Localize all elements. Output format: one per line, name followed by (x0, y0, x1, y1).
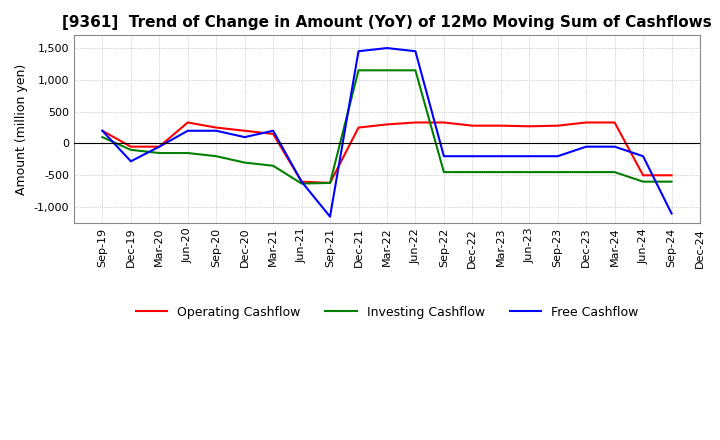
Operating Cashflow (611, 120, 619, 125)
Investing Cashflow (297, 181, 306, 186)
Operating Cashflow (582, 120, 590, 125)
Investing Cashflow (525, 169, 534, 175)
Operating Cashflow (411, 120, 420, 125)
Investing Cashflow (184, 150, 192, 156)
Investing Cashflow (269, 163, 277, 169)
Investing Cashflow (611, 169, 619, 175)
Free Cashflow (240, 135, 249, 140)
Free Cashflow (184, 128, 192, 133)
Line: Operating Cashflow: Operating Cashflow (102, 122, 672, 183)
Line: Free Cashflow: Free Cashflow (102, 48, 672, 216)
Operating Cashflow (525, 124, 534, 129)
Free Cashflow (297, 179, 306, 184)
Free Cashflow (554, 154, 562, 159)
Operating Cashflow (497, 123, 505, 128)
Free Cashflow (582, 144, 590, 149)
Investing Cashflow (411, 68, 420, 73)
Legend: Operating Cashflow, Investing Cashflow, Free Cashflow: Operating Cashflow, Investing Cashflow, … (130, 301, 643, 323)
Free Cashflow (325, 214, 334, 219)
Free Cashflow (497, 154, 505, 159)
Investing Cashflow (667, 179, 676, 184)
Investing Cashflow (325, 180, 334, 186)
Free Cashflow (212, 128, 220, 133)
Investing Cashflow (155, 150, 163, 156)
Operating Cashflow (667, 172, 676, 178)
Free Cashflow (439, 154, 448, 159)
Title: [9361]  Trend of Change in Amount (YoY) of 12Mo Moving Sum of Cashflows: [9361] Trend of Change in Amount (YoY) o… (62, 15, 712, 30)
Operating Cashflow (212, 125, 220, 130)
Operating Cashflow (98, 128, 107, 133)
Operating Cashflow (439, 120, 448, 125)
Investing Cashflow (639, 179, 647, 184)
Investing Cashflow (212, 154, 220, 159)
Free Cashflow (155, 144, 163, 149)
Investing Cashflow (468, 169, 477, 175)
Operating Cashflow (354, 125, 363, 130)
Investing Cashflow (582, 169, 590, 175)
Free Cashflow (639, 154, 647, 159)
Operating Cashflow (269, 131, 277, 136)
Investing Cashflow (382, 68, 391, 73)
Investing Cashflow (554, 169, 562, 175)
Investing Cashflow (497, 169, 505, 175)
Y-axis label: Amount (million yen): Amount (million yen) (15, 63, 28, 195)
Investing Cashflow (439, 169, 448, 175)
Investing Cashflow (354, 68, 363, 73)
Free Cashflow (382, 45, 391, 51)
Operating Cashflow (554, 123, 562, 128)
Investing Cashflow (127, 147, 135, 153)
Free Cashflow (411, 48, 420, 54)
Operating Cashflow (325, 180, 334, 186)
Free Cashflow (354, 48, 363, 54)
Free Cashflow (667, 211, 676, 216)
Operating Cashflow (297, 179, 306, 184)
Free Cashflow (611, 144, 619, 149)
Operating Cashflow (155, 144, 163, 149)
Free Cashflow (98, 128, 107, 133)
Line: Investing Cashflow: Investing Cashflow (102, 70, 672, 183)
Free Cashflow (468, 154, 477, 159)
Free Cashflow (269, 128, 277, 133)
Operating Cashflow (382, 122, 391, 127)
Operating Cashflow (468, 123, 477, 128)
Operating Cashflow (240, 128, 249, 133)
Investing Cashflow (240, 160, 249, 165)
Operating Cashflow (127, 144, 135, 149)
Free Cashflow (525, 154, 534, 159)
Investing Cashflow (98, 135, 107, 140)
Free Cashflow (127, 159, 135, 164)
Operating Cashflow (639, 172, 647, 178)
Operating Cashflow (184, 120, 192, 125)
